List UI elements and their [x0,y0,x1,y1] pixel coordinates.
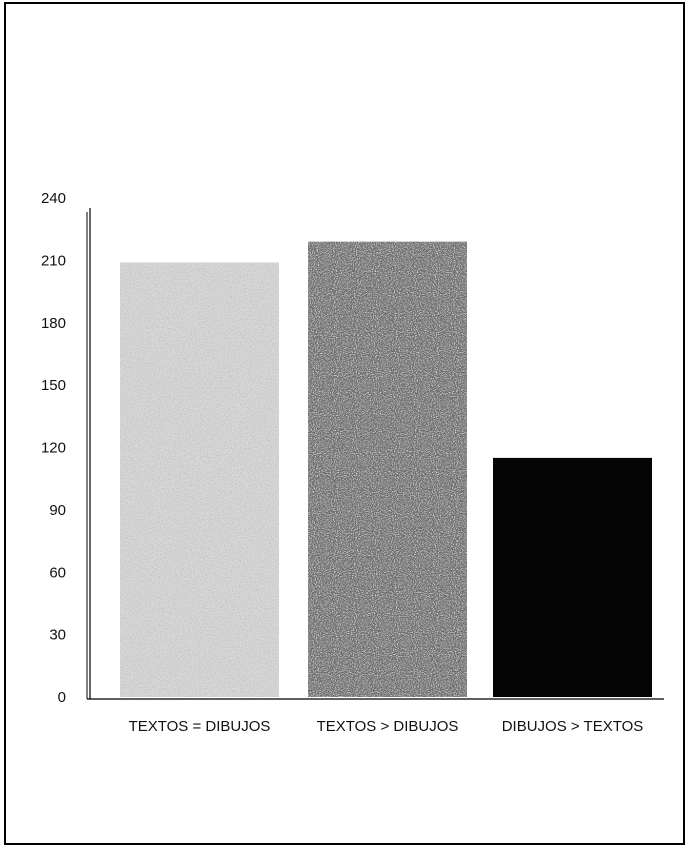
bar [308,241,467,697]
y-tick-label: 210 [41,252,66,269]
x-tick-label: TEXTOS > DIBUJOS [317,718,459,735]
y-tick-label: 240 [41,190,66,207]
y-tick-label: 60 [49,564,66,581]
y-tick-label: 180 [41,315,66,332]
chart-frame: 0 30 60 90 120 150 180 210 240 TEXTOS = DIBUJOS T… [4,2,685,845]
bar [120,262,279,697]
y-tick-label: 0 [58,689,66,706]
y-tick-label: 90 [49,502,66,519]
x-tick-label: DIBUJOS > TEXTOS [502,718,644,735]
y-tick-label: 150 [41,377,66,394]
y-tick-label: 120 [41,440,66,457]
x-axis-labels: TEXTOS = DIBUJOS TEXTOS > DIBUJOS DIBUJOS … [129,718,644,735]
bars [120,241,652,697]
bar [493,457,652,697]
y-axis: 0 30 60 90 120 150 180 210 240 [41,190,664,706]
y-tick-label: 30 [49,627,66,644]
x-tick-label: TEXTOS = DIBUJOS [129,718,271,735]
